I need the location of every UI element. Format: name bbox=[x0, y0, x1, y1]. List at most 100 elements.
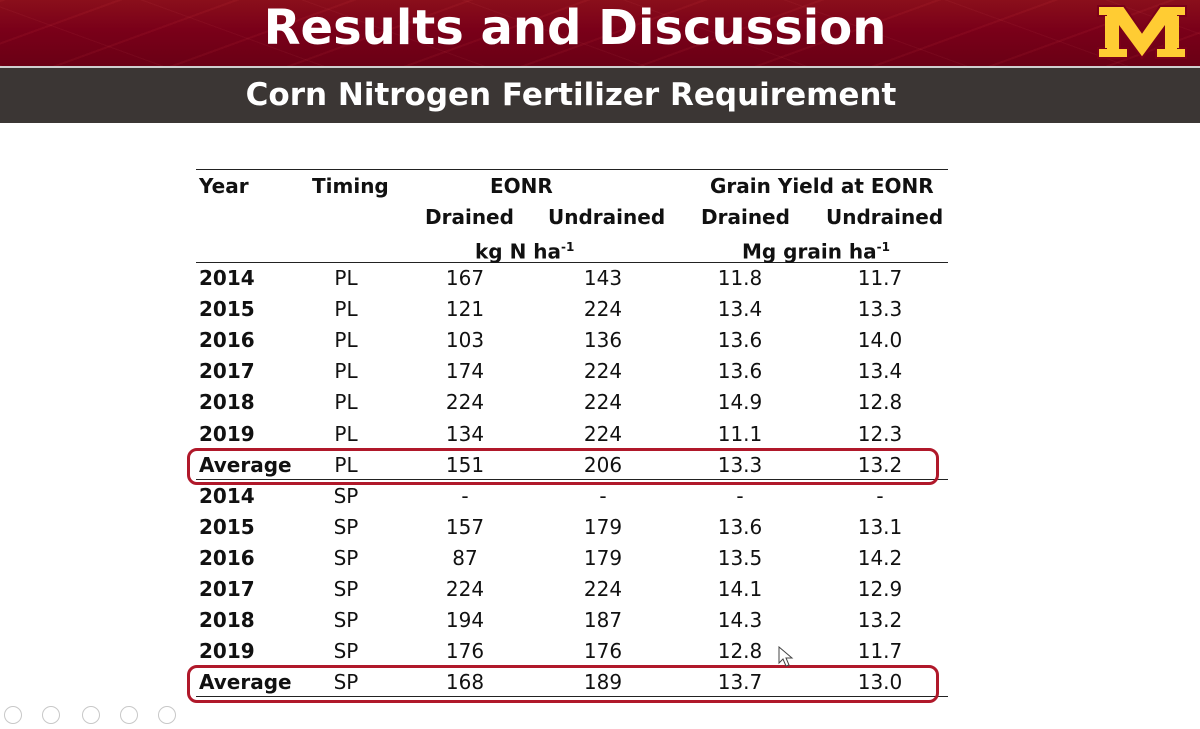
cell-eonr-drained: 151 bbox=[445, 452, 485, 477]
cell-grain-drained: 11.8 bbox=[717, 266, 763, 290]
cell-year: 2019 bbox=[199, 639, 255, 664]
cell-timing: PL bbox=[334, 297, 358, 322]
slide-subtitle: Corn Nitrogen Fertilizer Requirement bbox=[245, 77, 897, 113]
cell-eonr-drained: - bbox=[461, 483, 469, 508]
cell-eonr-drained: 103 bbox=[445, 328, 485, 353]
cell-eonr-undrained: 224 bbox=[583, 390, 623, 415]
cell-grain-undrained: 12.3 bbox=[857, 421, 903, 446]
cell-timing: PL bbox=[334, 359, 358, 384]
mouse-cursor-icon bbox=[778, 646, 794, 667]
header-year: Year bbox=[199, 174, 249, 198]
cell-timing: PL bbox=[334, 328, 358, 353]
cell-grain-drained: 13.6 bbox=[717, 359, 763, 384]
cell-eonr-undrained: 224 bbox=[583, 359, 623, 384]
cell-timing: SP bbox=[333, 670, 359, 695]
average-pl-highlight bbox=[187, 448, 939, 485]
cell-grain-drained: 11.1 bbox=[717, 421, 763, 446]
subtitles-icon[interactable] bbox=[120, 706, 138, 724]
cell-year: 2018 bbox=[199, 390, 255, 415]
cell-eonr-undrained: - bbox=[599, 483, 607, 508]
cell-timing: SP bbox=[333, 577, 359, 601]
zoom-icon[interactable] bbox=[82, 706, 100, 724]
cell-grain-undrained: 14.0 bbox=[857, 328, 903, 353]
cell-eonr-drained: 224 bbox=[445, 577, 485, 601]
table-bottom-rule bbox=[196, 696, 948, 697]
average-sp-highlight bbox=[187, 665, 939, 703]
cell-timing: PL bbox=[334, 421, 358, 446]
cell-grain-undrained: 13.3 bbox=[857, 297, 903, 322]
cell-grain-drained: 13.7 bbox=[717, 670, 763, 695]
cell-timing: SP bbox=[333, 639, 359, 664]
slide-title: Results and Discussion bbox=[263, 0, 887, 56]
pen-icon[interactable] bbox=[4, 706, 22, 724]
cell-grain-undrained: 12.8 bbox=[857, 390, 903, 415]
header-eonr-unit: kg N ha-1 bbox=[475, 239, 575, 264]
cell-eonr-drained: 157 bbox=[445, 514, 485, 539]
cell-timing: SP bbox=[333, 545, 359, 570]
cell-grain-undrained: 12.9 bbox=[857, 577, 903, 601]
cell-eonr-drained: 121 bbox=[445, 297, 485, 322]
cell-year: Average bbox=[199, 670, 292, 695]
presentation-toolbar bbox=[0, 700, 200, 728]
cell-grain-undrained: 13.2 bbox=[857, 452, 903, 477]
cell-grain-drained: 14.9 bbox=[717, 390, 763, 415]
more-icon[interactable] bbox=[158, 706, 176, 724]
cell-eonr-drained: 174 bbox=[445, 359, 485, 384]
cell-grain-drained: 14.3 bbox=[717, 608, 763, 633]
table-header-rule bbox=[196, 262, 948, 263]
university-logo-icon bbox=[1097, 5, 1187, 60]
slides-icon[interactable] bbox=[42, 706, 60, 724]
cell-timing: PL bbox=[334, 452, 358, 477]
cell-eonr-drained: 176 bbox=[445, 639, 485, 664]
cell-year: 2017 bbox=[199, 577, 255, 601]
cell-eonr-undrained: 224 bbox=[583, 421, 623, 446]
cell-timing: PL bbox=[334, 390, 358, 415]
cell-year: 2019 bbox=[199, 421, 255, 446]
cell-grain-undrained: - bbox=[876, 483, 884, 508]
header-grain-drained: Drained bbox=[701, 205, 790, 229]
cell-eonr-undrained: 189 bbox=[583, 670, 623, 695]
cell-eonr-drained: 194 bbox=[445, 608, 485, 633]
cell-grain-undrained: 11.7 bbox=[857, 639, 903, 664]
table-top-rule bbox=[196, 169, 948, 170]
cell-timing: PL bbox=[334, 266, 358, 290]
header-eonr-undrained: Undrained bbox=[548, 205, 666, 229]
cell-year: 2015 bbox=[199, 297, 255, 322]
cell-grain-undrained: 14.2 bbox=[857, 545, 903, 570]
cell-grain-drained: - bbox=[736, 483, 744, 508]
cell-eonr-undrained: 224 bbox=[583, 297, 623, 322]
cell-eonr-drained: 167 bbox=[445, 266, 485, 290]
cell-grain-undrained: 13.1 bbox=[857, 514, 903, 539]
cell-year: 2014 bbox=[199, 483, 255, 508]
header-grain-undrained: Undrained bbox=[826, 205, 944, 229]
header-timing: Timing bbox=[312, 174, 389, 198]
cell-eonr-undrained: 143 bbox=[583, 266, 623, 290]
slide-header: Results and Discussion bbox=[0, 0, 1200, 66]
cell-year: 2017 bbox=[199, 359, 255, 384]
header-grain-unit: Mg grain ha-1 bbox=[742, 239, 890, 264]
cell-grain-drained: 13.6 bbox=[717, 514, 763, 539]
cell-eonr-undrained: 176 bbox=[583, 639, 623, 664]
cell-eonr-undrained: 136 bbox=[583, 328, 623, 353]
header-eonr: EONR bbox=[490, 174, 553, 198]
cell-year: 2014 bbox=[199, 266, 255, 290]
cell-eonr-drained: 134 bbox=[445, 421, 485, 446]
cell-eonr-drained: 168 bbox=[445, 670, 485, 695]
cell-year: 2016 bbox=[199, 545, 255, 570]
cell-grain-undrained: 13.0 bbox=[857, 670, 903, 695]
cell-grain-drained: 13.6 bbox=[717, 328, 763, 353]
cell-grain-undrained: 11.7 bbox=[857, 266, 903, 290]
cell-eonr-drained: 87 bbox=[452, 545, 478, 570]
cell-grain-drained: 12.8 bbox=[717, 639, 763, 664]
cell-grain-drained: 13.3 bbox=[717, 452, 763, 477]
cell-eonr-drained: 224 bbox=[445, 390, 485, 415]
cell-eonr-undrained: 187 bbox=[583, 608, 623, 633]
cell-grain-undrained: 13.4 bbox=[857, 359, 903, 384]
slide-subtitle-bar: Corn Nitrogen Fertilizer Requirement bbox=[0, 66, 1200, 123]
cell-year: 2018 bbox=[199, 608, 255, 633]
cell-grain-drained: 13.5 bbox=[717, 545, 763, 570]
cell-year: 2015 bbox=[199, 514, 255, 539]
cell-eonr-undrained: 206 bbox=[583, 452, 623, 477]
cell-eonr-undrained: 224 bbox=[583, 577, 623, 601]
cell-grain-undrained: 13.2 bbox=[857, 608, 903, 633]
